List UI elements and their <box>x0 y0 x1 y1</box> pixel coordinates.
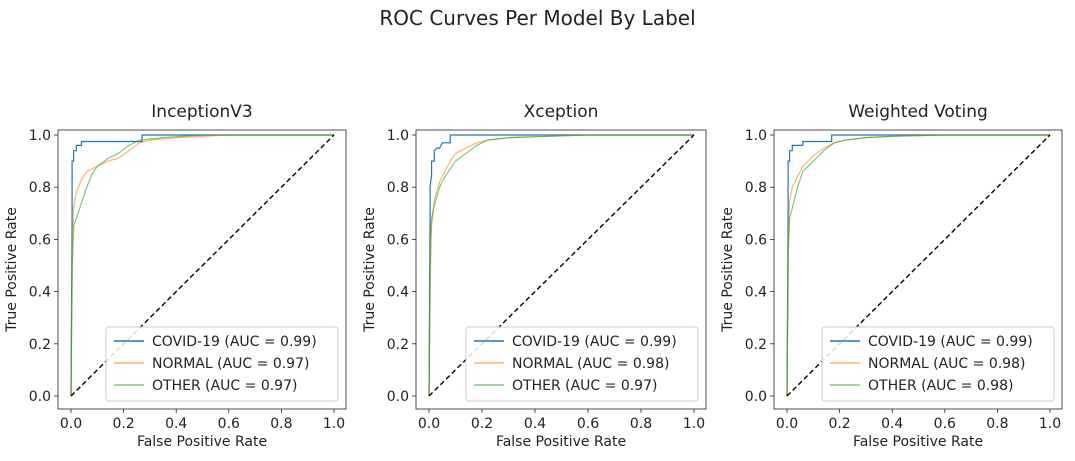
subplot-3: Weighted Voting 0.0 0.2 0.4 0.6 0.8 1.0 0.0 0.2 0… <box>720 102 1063 450</box>
y-tick-label: 0.8 <box>745 180 767 196</box>
y-tick-label: 0.2 <box>745 337 767 353</box>
y-tick-label: 0.0 <box>387 389 409 405</box>
subplot-1: InceptionV3 0.0 0.2 0.4 0.6 0.8 1.0 0.0 0.2 0.4 0.… <box>4 102 347 450</box>
y-tick-label: 1.0 <box>29 128 51 144</box>
x-tick-label: 0.6 <box>934 416 956 432</box>
subplot-title: Xception <box>524 102 599 122</box>
x-tick-label: 0.2 <box>471 416 493 432</box>
y-tick-label: 0.2 <box>387 337 409 353</box>
x-tick-label: 0.2 <box>112 416 134 432</box>
roc-curve-1 <box>428 134 694 397</box>
x-tick-label: 0.4 <box>881 416 903 432</box>
legend-label: NORMAL (AUC = 0.97) <box>152 356 309 372</box>
legend-box <box>821 326 1055 402</box>
roc-curve-3 <box>786 134 1050 397</box>
roc-curve-3 <box>70 134 334 397</box>
x-tick-label: 0.6 <box>577 416 599 432</box>
x-tick-label: 0.8 <box>986 416 1008 432</box>
subplot-title: InceptionV3 <box>151 102 252 122</box>
x-axis-label: False Positive Rate <box>496 434 626 450</box>
legend-label: NORMAL (AUC = 0.98) <box>868 356 1025 372</box>
axes-frame <box>773 129 1063 410</box>
x-tick-label: 0.0 <box>776 416 798 432</box>
legend-label: OTHER (AUC = 0.97) <box>512 378 657 394</box>
y-tick-label: 0.6 <box>745 232 767 248</box>
chance-diagonal <box>428 134 695 397</box>
y-tick-label: 0.4 <box>29 285 51 301</box>
legend-label: NORMAL (AUC = 0.98) <box>512 356 669 372</box>
y-tick-label: 0.8 <box>387 180 409 196</box>
x-tick-label: 1.0 <box>323 416 345 432</box>
y-tick-label: 0.6 <box>29 232 51 248</box>
legend-box <box>105 326 339 402</box>
y-tick-label: 0.0 <box>745 389 767 405</box>
axes-frame <box>415 129 707 410</box>
y-tick-label: 1.0 <box>387 128 409 144</box>
x-tick-label: 0.8 <box>270 416 292 432</box>
legend-label: OTHER (AUC = 0.97) <box>152 378 297 394</box>
roc-curve-1 <box>786 134 1050 397</box>
x-tick-label: 0.6 <box>218 416 240 432</box>
y-axis-label: True Positive Rate <box>362 207 378 333</box>
x-axis-label: False Positive Rate <box>853 434 983 450</box>
y-axis-label: True Positive Rate <box>4 207 20 333</box>
legend-label: COVID-19 (AUC = 0.99) <box>152 334 317 350</box>
x-axis-label: False Positive Rate <box>137 434 267 450</box>
x-tick-label: 0.0 <box>418 416 440 432</box>
axes-frame <box>57 129 347 410</box>
y-tick-label: 1.0 <box>745 128 767 144</box>
y-tick-label: 0.6 <box>387 232 409 248</box>
chance-diagonal <box>70 134 335 397</box>
x-tick-label: 0.0 <box>60 416 82 432</box>
y-tick-label: 0.4 <box>745 285 767 301</box>
legend-label: COVID-19 (AUC = 0.99) <box>512 334 677 350</box>
figure-title: ROC Curves Per Model By Label <box>379 6 696 30</box>
chance-diagonal <box>786 134 1051 397</box>
subplot-2: Xception 0.0 0.2 0.4 0.6 0.8 1.0 0.0 0.2 0.4 0.6 0.… <box>362 102 707 450</box>
roc-curve-2 <box>70 134 334 397</box>
x-tick-label: 0.2 <box>828 416 850 432</box>
x-tick-label: 1.0 <box>683 416 705 432</box>
y-tick-label: 0.2 <box>29 337 51 353</box>
roc-curve-1 <box>70 134 334 397</box>
subplot-title: Weighted Voting <box>848 102 988 122</box>
legend-box <box>465 326 699 402</box>
y-tick-label: 0.4 <box>387 285 409 301</box>
legend-label: OTHER (AUC = 0.98) <box>868 378 1013 394</box>
x-tick-label: 0.8 <box>630 416 652 432</box>
x-tick-label: 0.4 <box>524 416 546 432</box>
legend-label: COVID-19 (AUC = 0.99) <box>868 334 1033 350</box>
y-axis-label: True Positive Rate <box>720 207 736 333</box>
y-tick-label: 0.8 <box>29 180 51 196</box>
x-tick-label: 0.4 <box>165 416 187 432</box>
y-tick-label: 0.0 <box>29 389 51 405</box>
x-tick-label: 1.0 <box>1039 416 1061 432</box>
roc-curve-3 <box>428 134 694 397</box>
